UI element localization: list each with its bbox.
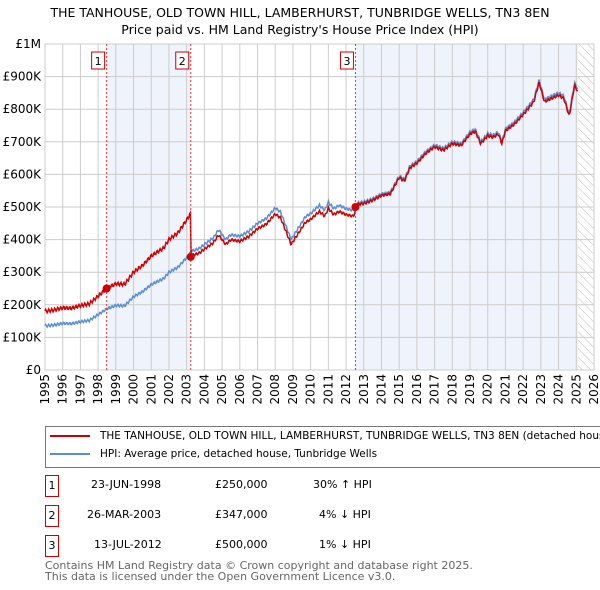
x-tick-label: 2005 [215,374,229,405]
x-tick-label: 2007 [251,374,265,405]
x-tick-label: 1996 [56,374,70,405]
sale-row: 3 13-JUL-2012 £500,000 1% ↓ HPI [45,535,445,557]
x-tick-label: 2000 [127,374,141,405]
sale-date: 26-MAR-2003 [87,508,162,521]
y-tick-label: £900K [3,70,43,84]
x-tick-label: 2024 [552,374,566,405]
x-tick-label: 2003 [180,374,194,405]
x-tick-label: 2013 [357,374,371,405]
x-tick-label: 2022 [516,374,530,405]
sale-price: £250,000 [215,478,268,491]
sale-marker-label: 2 [179,55,186,68]
x-tick-label: 2015 [392,374,406,405]
sale-marker-box [339,51,354,70]
x-tick-label: 2021 [498,374,512,405]
legend-property: THE TANHOUSE, OLD TOWN HILL, LAMBERHURST… [100,430,600,442]
sale-delta: 1% ↓ HPI [319,538,371,551]
x-tick-label: 2018 [445,374,459,405]
sale-marker-box [91,51,106,70]
y-tick-label: £600K [3,167,43,181]
x-tick-label: 2017 [428,374,442,405]
sale-marker-box [175,51,190,70]
x-tick-label: 2009 [286,374,300,405]
sale-point [102,284,111,293]
y-tick-label: £100K [3,330,43,344]
property-line [44,82,579,315]
y-tick-label: £500K [3,200,43,214]
x-tick-label: 2025 [569,374,583,405]
sale-date: 23-JUN-1998 [91,478,162,491]
y-tick-label: £400K [3,233,43,247]
x-tick-label: 1998 [91,374,105,405]
y-tick-label: £200K [3,298,43,312]
chart: £0 £100K £200K £300K £400K £500K £600K £700K £80… [3,37,600,405]
hpi-line [44,79,579,329]
hpi-swatch [50,453,90,455]
sale-marker-label: 3 [45,535,59,557]
y-tick-label: £300K [3,265,43,279]
x-tick-label: 2001 [144,374,158,405]
sale-marker-label: 2 [45,505,59,527]
y-tick-label: £700K [3,135,43,149]
x-tick-label: 2011 [321,374,335,405]
sale-price: £500,000 [215,538,268,551]
x-tick-label: 2020 [481,374,495,405]
x-tick-label: 1999 [109,374,123,405]
y-tick-label: £0 [26,363,41,377]
sale-delta: 4% ↓ HPI [319,508,371,521]
property-swatch [50,435,90,437]
sale-delta: 30% ↑ HPI [313,478,372,491]
y-tick-label: £1M [15,37,41,51]
x-tick-label: 2006 [233,374,247,405]
x-tick-label: 2002 [162,374,176,405]
x-tick-label: 1997 [73,374,87,405]
x-tick-label: 2016 [410,374,424,405]
sale-marker-label: 3 [343,55,350,68]
sale-price: £347,000 [215,508,268,521]
x-tick-label: 2014 [374,374,388,405]
sale-marker-label: 1 [45,475,59,497]
sale-point [351,203,360,211]
x-tick-label: 2008 [268,374,282,405]
sale-point [186,252,195,261]
sale-row: 2 26-MAR-2003 £347,000 4% ↓ HPI [45,505,445,527]
x-tick-label: 2012 [339,374,353,405]
chart-title: THE TANHOUSE, OLD TOWN HILL, LAMBERHURST… [50,5,550,37]
x-tick-label: 2023 [534,374,548,405]
y-tick-label: £800K [3,102,43,116]
x-tick-label: 1995 [38,374,52,405]
sale-date: 13-JUL-2012 [94,538,162,551]
sale-row: 1 23-JUN-1998 £250,000 30% ↑ HPI [45,475,445,497]
footer: Contains HM Land Registry data © Crown c… [45,559,473,583]
x-tick-label: 2019 [463,374,477,405]
x-tick-label: 2004 [197,374,211,405]
sale-marker-label: 1 [95,55,102,68]
x-tick-label: 2010 [304,374,318,405]
plot-frame [44,43,595,371]
x-tick-label: 2026 [587,374,600,405]
legend-hpi: HPI: Average price, detached house, Tunb… [100,448,378,460]
legend: THE TANHOUSE, OLD TOWN HILL, LAMBERHURST… [45,426,600,468]
